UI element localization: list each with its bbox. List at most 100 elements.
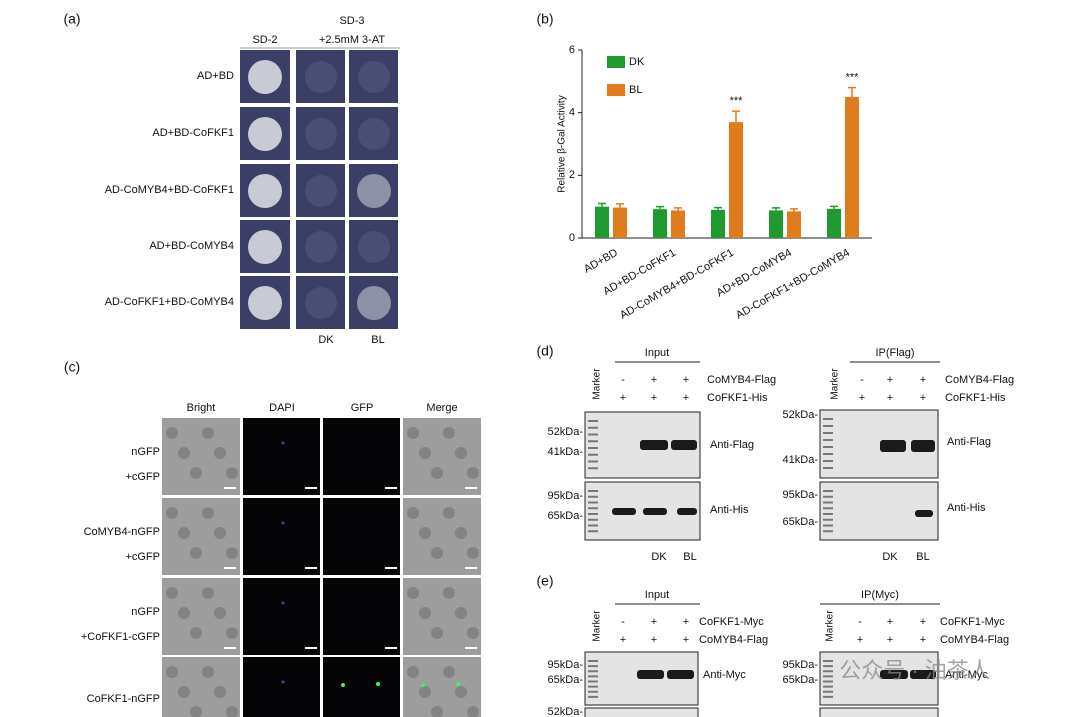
error-bar [598,202,606,207]
error-bar [790,208,798,212]
band [637,670,664,679]
band [640,440,668,450]
cell-texture [431,547,443,559]
ladder [823,501,833,504]
ladder [588,695,598,698]
x-tick-label: AD-CoMYB4+BD-CoFKF1 [618,247,736,322]
nucleus [281,601,285,605]
ladder [588,660,598,662]
ladder [823,513,833,515]
cell-texture [431,706,443,717]
row-label: AD+BD-CoMYB4 [149,240,234,252]
cell-texture [214,607,226,619]
label: + [887,374,893,386]
row-label: AD-CoFKF1+BD-CoMYB4 [105,296,234,308]
cell-texture [166,666,178,678]
ladder [823,660,833,662]
label: 41kDa- [783,454,819,466]
label: 65kDa- [548,510,584,522]
band [643,508,667,515]
ladder [588,524,598,527]
colony [248,230,282,264]
label: DK [882,551,898,563]
y-tick-label: 0 [569,232,575,244]
label: + [651,374,657,386]
x-tick-label: AD-CoFKF1+BD-CoMYB4 [734,247,852,322]
ladder [823,495,833,498]
cell-texture [226,547,238,559]
band [612,508,636,515]
label: SD-3 [339,15,364,27]
label: CoMYB4-Flag [940,634,1009,646]
error-bar [674,207,682,211]
label: DK [318,334,334,346]
label: Anti-His [710,504,749,516]
cell-texture [467,547,479,559]
label: 41kDa- [548,446,584,458]
cell-texture [419,527,431,539]
cell-texture [455,447,467,459]
label: + [920,392,926,404]
cell-texture [190,627,202,639]
label: GFP [351,402,374,414]
cell-texture [202,587,214,599]
row-label: +cGFP [125,551,160,563]
marker-label: Marker [825,610,836,642]
colony [358,118,390,150]
gfp-signal [376,682,380,686]
label: Anti-Flag [710,439,754,451]
ladder [588,670,598,673]
legend-label: DK [629,56,645,68]
row-label: CoMYB4-nGFP [84,526,160,538]
colony [305,287,337,319]
label: BL [916,551,929,563]
ladder [823,453,833,455]
row-label: CoFKF1-nGFP [87,693,160,705]
ladder [588,665,598,668]
label: Anti-Myc [945,669,988,681]
significance: *** [730,95,744,107]
label: 95kDa- [783,489,819,501]
ladder [823,670,833,673]
colony [248,286,282,320]
label: CoFKF1-Myc [940,616,1005,628]
label: Input [645,347,669,359]
ladder [823,685,833,688]
label: + [683,392,689,404]
label: Anti-His [947,502,986,514]
cell-texture [443,427,455,439]
colony [305,231,337,263]
gfp-signal [341,683,345,687]
ladder [588,675,598,678]
blot [584,707,699,717]
panel-label: (b) [536,11,553,27]
label: 95kDa- [783,659,819,671]
label: DAPI [269,402,295,414]
ladder [823,418,833,420]
micrograph [243,578,320,655]
legend-swatch [607,56,625,68]
band [911,440,935,452]
ladder [588,518,598,521]
label: - [858,616,862,628]
band [910,670,936,679]
label: IP(Myc) [861,589,899,601]
label: 65kDa- [548,674,584,686]
ladder [588,513,598,515]
band [915,510,933,517]
marker-label: Marker [592,610,603,642]
ladder [823,446,833,448]
x-tick-label: AD+BD [582,247,620,276]
y-tick-label: 2 [569,169,575,181]
cell-texture [190,706,202,717]
gfp-signal [421,683,425,687]
band [880,440,906,452]
colony [305,175,337,207]
label: Anti-Flag [947,436,991,448]
error-bar [830,205,838,209]
cell-texture [443,587,455,599]
ladder [823,680,833,683]
ladder [823,518,833,521]
ladder [823,530,833,533]
colony [305,61,337,93]
